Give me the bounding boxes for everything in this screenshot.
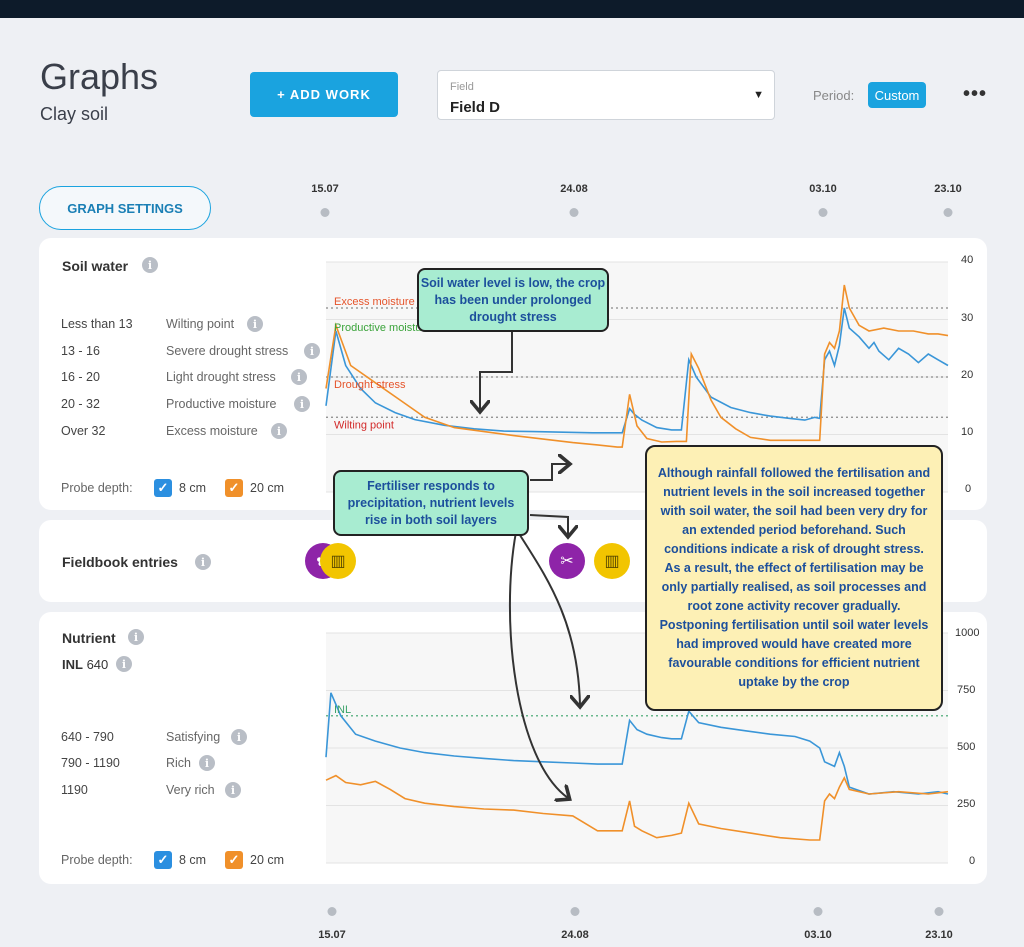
legend-range: 13 - 16 (61, 344, 100, 358)
legend-range: 20 - 32 (61, 397, 100, 411)
timeline-dot[interactable] (570, 907, 580, 916)
checkbox-20cm-label: 20 cm (250, 853, 285, 867)
add-work-button[interactable]: + ADD WORK (250, 72, 398, 117)
checkbox-8cm[interactable]: ✓ (154, 851, 172, 869)
checkbox-20cm[interactable]: ✓ (225, 479, 243, 497)
timeline-dot[interactable] (813, 907, 823, 916)
legend-name: Satisfying (166, 730, 221, 744)
y-tick: 30 (961, 312, 974, 324)
fieldbook-title: Fieldbook entries (62, 554, 178, 570)
y-tick: 250 (957, 798, 976, 810)
checkbox-8cm[interactable]: ✓ (154, 479, 172, 497)
timeline-date-bottom: 24.08 (561, 929, 589, 941)
checkbox-8cm-label: 8 cm (179, 481, 207, 495)
legend-range: 16 - 20 (61, 370, 100, 384)
info-icon[interactable]: i (116, 656, 132, 672)
timeline-date-bottom: 23.10 (925, 929, 953, 941)
legend-name: Productive moisture (166, 397, 277, 411)
top-bar (0, 0, 1024, 18)
legend-range: 640 - 790 (61, 730, 114, 744)
inl-value: 640 (86, 657, 109, 672)
info-icon[interactable]: i (271, 423, 287, 439)
timeline-date-top: 24.08 (560, 183, 588, 195)
nutrient-title: Nutrient (62, 630, 116, 646)
field-select[interactable]: Field Field D ▼ (437, 70, 775, 120)
info-icon[interactable]: i (294, 396, 310, 412)
callout-rainfall: Although rainfall followed the fertilisa… (645, 445, 943, 711)
timeline-dot[interactable] (569, 208, 579, 217)
info-icon[interactable]: i (128, 629, 144, 645)
timeline-dot[interactable] (327, 907, 337, 916)
period-button[interactable]: Custom (868, 82, 926, 108)
legend-range: 1190 (61, 783, 88, 797)
legend-range: 790 - 1190 (61, 756, 120, 770)
spraying-icon[interactable]: ✂ (549, 543, 585, 579)
timeline-date-top: 15.07 (311, 183, 339, 195)
fertiliser-icon[interactable]: ▥ (594, 543, 630, 579)
callout-fertiliser: Fertiliser responds to precipitation, nu… (333, 470, 529, 536)
y-tick: 20 (961, 369, 974, 381)
page-title: Graphs (40, 56, 159, 97)
legend-range: Over 32 (61, 424, 106, 438)
page-subtitle: Clay soil (40, 104, 109, 124)
y-tick: 0 (969, 855, 976, 867)
legend-name: Very rich (166, 783, 215, 797)
timeline-dot[interactable] (934, 907, 944, 916)
timeline-date-bottom: 15.07 (318, 929, 346, 941)
y-tick: 10 (961, 426, 974, 438)
checkbox-20cm-label: 20 cm (250, 481, 285, 495)
info-icon[interactable]: i (195, 554, 211, 570)
y-tick: 1000 (955, 627, 980, 639)
checkbox-8cm-label: 8 cm (179, 853, 207, 867)
timeline-date-top: 03.10 (809, 183, 837, 195)
timeline-date-bottom: 03.10 (804, 929, 832, 941)
info-icon[interactable]: i (199, 755, 215, 771)
legend-name: Light drought stress (166, 370, 276, 384)
timeline-date-top: 23.10 (934, 183, 962, 195)
info-icon[interactable]: i (142, 257, 158, 273)
inl-label: INL (62, 657, 83, 672)
checkbox-20cm[interactable]: ✓ (225, 851, 243, 869)
y-tick: 40 (961, 254, 974, 266)
info-icon[interactable]: i (247, 316, 263, 332)
info-icon[interactable]: i (225, 782, 241, 798)
legend-name: Rich (166, 756, 192, 770)
timeline-dot[interactable] (818, 208, 828, 217)
fertiliser-icon[interactable]: ▥ (320, 543, 356, 579)
callout-soil-water-low: Soil water level is low, the crop has be… (417, 268, 609, 332)
legend-name: Excess moisture (166, 424, 258, 438)
timeline-dot[interactable] (943, 208, 953, 217)
timeline-dot[interactable] (320, 208, 330, 217)
chevron-down-icon[interactable]: ▼ (753, 89, 764, 101)
soil-water-title: Soil water (62, 258, 129, 274)
period-label: Period: (813, 88, 855, 103)
info-icon[interactable]: i (291, 369, 307, 385)
legend-name: Severe drought stress (166, 344, 289, 358)
inl-readout: INL 640 (62, 657, 108, 672)
legend-range: Less than 13 (61, 317, 133, 331)
info-icon[interactable]: i (231, 729, 247, 745)
y-tick: 500 (957, 741, 976, 753)
field-value: Field D (450, 99, 501, 116)
probe-depth-label: Probe depth: (61, 481, 133, 495)
info-icon[interactable]: i (304, 343, 320, 359)
y-tick: 0 (965, 483, 972, 495)
y-tick: 750 (957, 684, 976, 696)
probe-depth-label: Probe depth: (61, 853, 133, 867)
graph-settings-button[interactable]: GRAPH SETTINGS (39, 186, 211, 230)
more-options-icon[interactable]: ••• (963, 83, 988, 105)
field-label: Field (450, 81, 474, 93)
legend-name: Wilting point (166, 317, 235, 331)
